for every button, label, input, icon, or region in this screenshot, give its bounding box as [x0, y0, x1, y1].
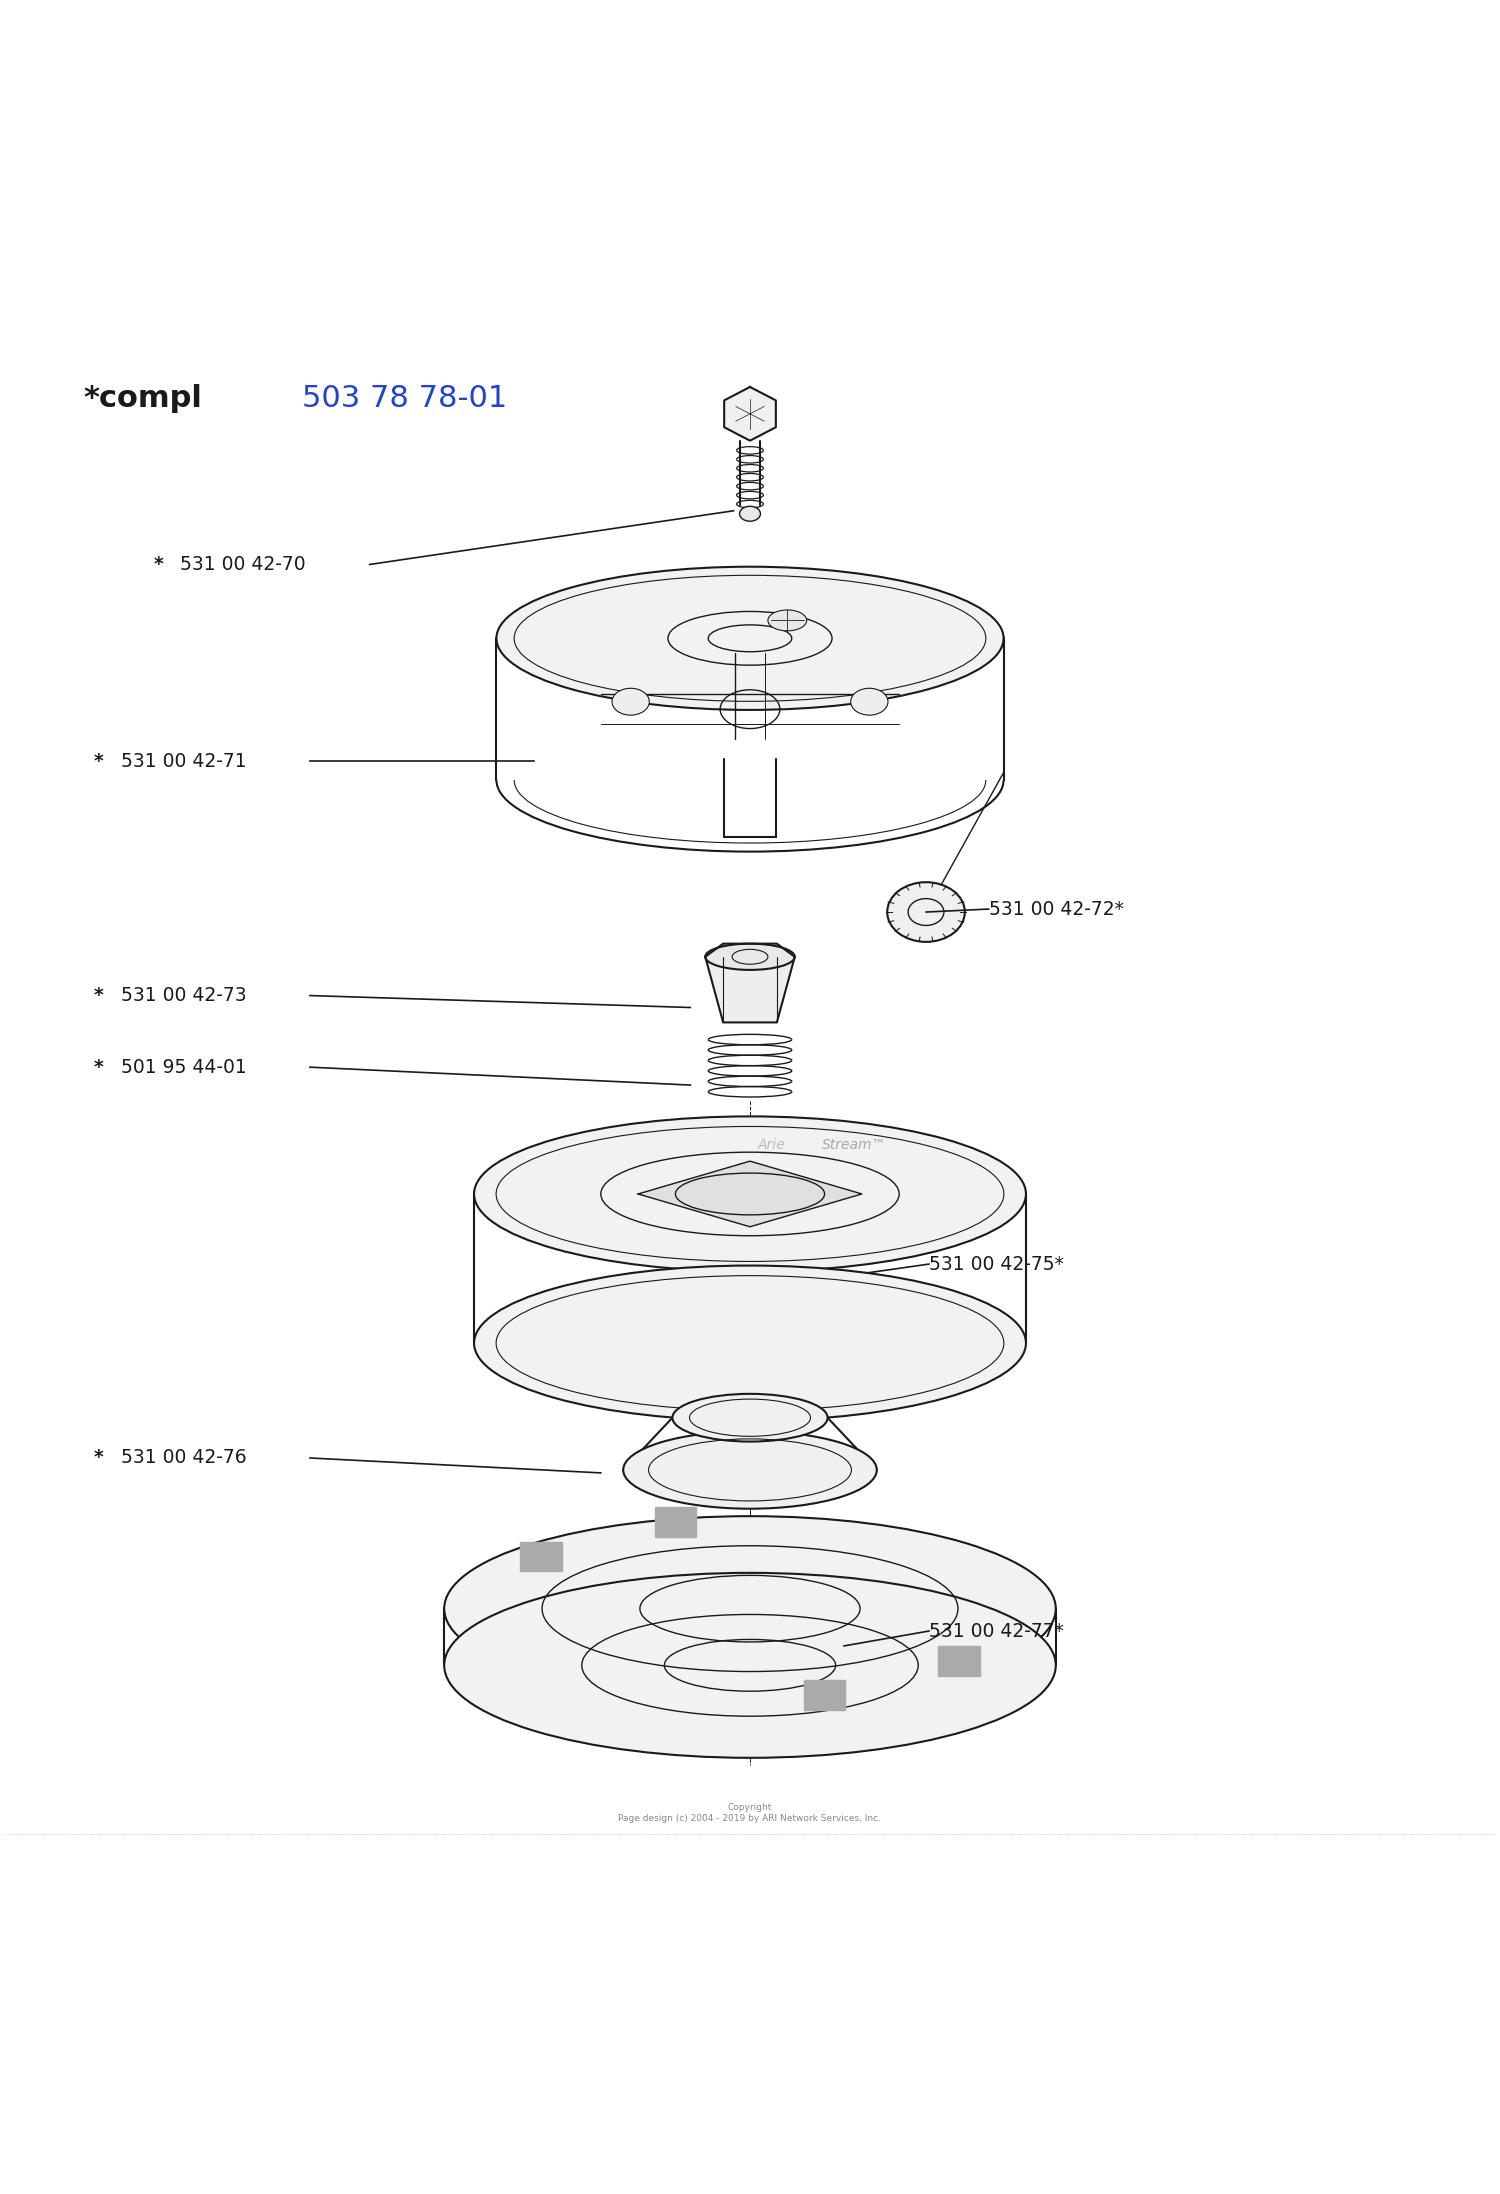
- Ellipse shape: [850, 689, 888, 715]
- Ellipse shape: [496, 566, 1004, 711]
- Ellipse shape: [612, 689, 650, 715]
- Text: *compl: *compl: [82, 384, 203, 412]
- Ellipse shape: [886, 882, 965, 941]
- Text: 531 00 42-70: 531 00 42-70: [180, 555, 306, 575]
- Text: 531 00 42-72*: 531 00 42-72*: [988, 900, 1124, 919]
- Text: *: *: [153, 555, 164, 575]
- Text: 531 00 42-75*: 531 00 42-75*: [928, 1255, 1064, 1273]
- Polygon shape: [520, 1542, 562, 1571]
- Text: 503 78 78-01: 503 78 78-01: [303, 384, 507, 412]
- Ellipse shape: [474, 1266, 1026, 1422]
- Text: *: *: [93, 753, 104, 770]
- Text: 531 00 42-76: 531 00 42-76: [120, 1448, 246, 1468]
- Ellipse shape: [705, 943, 795, 970]
- Text: Stream™: Stream™: [822, 1139, 886, 1152]
- Ellipse shape: [444, 1516, 1056, 1700]
- Ellipse shape: [740, 507, 760, 522]
- Ellipse shape: [444, 1573, 1056, 1757]
- Polygon shape: [724, 386, 776, 441]
- Text: *: *: [93, 1448, 104, 1468]
- Text: Arie: Arie: [758, 1139, 784, 1152]
- Polygon shape: [938, 1646, 980, 1676]
- Text: 501 95 44-01: 501 95 44-01: [120, 1058, 246, 1077]
- Text: *: *: [93, 985, 104, 1005]
- Text: 531 00 42-73: 531 00 42-73: [120, 985, 246, 1005]
- Ellipse shape: [672, 1393, 828, 1441]
- Polygon shape: [654, 1507, 696, 1538]
- Text: 531 00 42-77*: 531 00 42-77*: [928, 1621, 1064, 1641]
- Polygon shape: [638, 1161, 862, 1226]
- Text: 531 00 42-71: 531 00 42-71: [120, 753, 246, 770]
- Polygon shape: [705, 943, 795, 1022]
- Ellipse shape: [768, 610, 807, 632]
- Polygon shape: [804, 1681, 846, 1709]
- Text: *: *: [93, 1058, 104, 1077]
- Ellipse shape: [474, 1117, 1026, 1273]
- Text: Copyright
Page design (c) 2004 - 2019 by ARI Network Services, Inc.: Copyright Page design (c) 2004 - 2019 by…: [618, 1803, 882, 1823]
- Ellipse shape: [622, 1430, 878, 1509]
